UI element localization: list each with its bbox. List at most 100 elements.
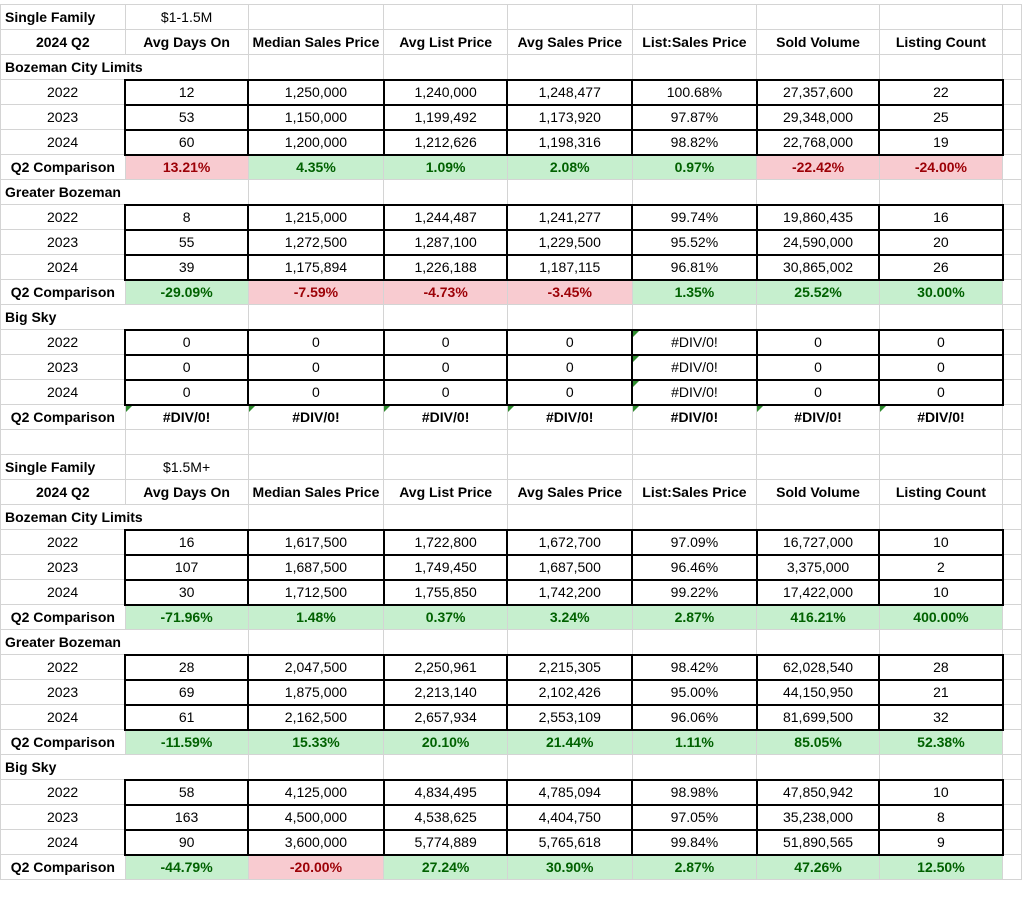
data-cell[interactable]: 0 — [124, 378, 250, 406]
empty-cell[interactable] — [756, 504, 880, 530]
empty-cell[interactable] — [506, 179, 633, 205]
comparison-cell[interactable]: 13.21% — [124, 154, 249, 180]
data-cell[interactable]: 2,213,140 — [382, 678, 509, 706]
column-header[interactable]: Avg List Price — [383, 29, 508, 55]
empty-cell[interactable] — [878, 754, 1004, 780]
comparison-label[interactable]: Q2 Comparison — [0, 854, 126, 880]
data-cell[interactable]: 16 — [124, 528, 250, 556]
empty-cell[interactable] — [383, 429, 508, 455]
data-cell[interactable]: 1,755,850 — [382, 578, 509, 606]
empty-cell[interactable] — [1002, 279, 1022, 305]
comparison-cell[interactable]: -29.09% — [124, 279, 249, 305]
comparison-cell[interactable]: 2.08% — [506, 154, 633, 180]
empty-cell[interactable] — [878, 454, 1004, 480]
empty-cell[interactable] — [1002, 829, 1022, 855]
data-cell[interactable]: 2,250,961 — [382, 653, 509, 681]
year-label[interactable]: 2023 — [0, 679, 126, 705]
empty-cell[interactable] — [1002, 229, 1022, 255]
data-cell[interactable]: 1,173,920 — [506, 103, 634, 131]
empty-cell[interactable] — [1002, 304, 1022, 330]
comparison-cell[interactable]: #DIV/0! — [631, 404, 758, 430]
comparison-cell[interactable]: 30.00% — [878, 279, 1004, 305]
empty-cell[interactable] — [631, 429, 758, 455]
column-header[interactable]: 2024 Q2 — [0, 479, 126, 505]
data-cell[interactable]: 90 — [124, 828, 250, 856]
column-header[interactable]: Avg Days On — [124, 479, 249, 505]
data-cell[interactable]: 22,768,000 — [755, 128, 881, 156]
data-cell[interactable]: 97.05% — [631, 803, 758, 831]
year-label[interactable]: 2022 — [0, 529, 126, 555]
column-header[interactable]: Listing Count — [878, 29, 1004, 55]
data-cell[interactable]: 0 — [878, 353, 1004, 381]
data-cell[interactable]: 4,404,750 — [506, 803, 634, 831]
data-cell[interactable]: 10 — [878, 528, 1004, 556]
data-cell[interactable]: 96.46% — [631, 553, 758, 581]
data-cell[interactable]: 0 — [878, 328, 1004, 356]
data-cell[interactable]: 97.87% — [631, 103, 758, 131]
data-cell[interactable]: 22 — [878, 78, 1004, 106]
empty-cell[interactable] — [1002, 379, 1022, 405]
comparison-cell[interactable]: 52.38% — [878, 729, 1004, 755]
empty-cell[interactable] — [756, 304, 880, 330]
empty-cell[interactable] — [878, 4, 1004, 30]
data-cell[interactable]: 1,250,000 — [247, 78, 385, 106]
data-cell[interactable]: 1,722,800 — [382, 528, 509, 556]
empty-cell[interactable] — [506, 504, 633, 530]
empty-cell[interactable] — [1002, 404, 1022, 430]
comparison-cell[interactable]: #DIV/0! — [756, 404, 880, 430]
empty-cell[interactable] — [383, 4, 508, 30]
comparison-cell[interactable]: #DIV/0! — [506, 404, 633, 430]
comparison-cell[interactable]: 30.90% — [506, 854, 633, 880]
data-cell[interactable]: 4,538,625 — [382, 803, 509, 831]
data-cell[interactable]: 1,199,492 — [382, 103, 509, 131]
empty-cell[interactable] — [631, 454, 758, 480]
empty-cell[interactable] — [756, 629, 880, 655]
empty-cell[interactable] — [1002, 504, 1022, 530]
data-cell[interactable]: 47,850,942 — [755, 778, 881, 806]
data-cell[interactable]: 9 — [878, 828, 1004, 856]
empty-cell[interactable] — [878, 304, 1004, 330]
empty-cell[interactable] — [756, 179, 880, 205]
empty-cell[interactable] — [756, 54, 880, 80]
comparison-cell[interactable]: #DIV/0! — [124, 404, 249, 430]
data-cell[interactable]: 1,212,626 — [382, 128, 509, 156]
empty-cell[interactable] — [631, 504, 758, 530]
comparison-cell[interactable]: -11.59% — [124, 729, 249, 755]
empty-cell[interactable] — [1002, 779, 1022, 805]
comparison-cell[interactable]: -20.00% — [247, 854, 385, 880]
data-cell[interactable]: 19,860,435 — [755, 203, 881, 231]
empty-cell[interactable] — [247, 304, 385, 330]
year-label[interactable]: 2023 — [0, 229, 126, 255]
comparison-cell[interactable]: 3.24% — [506, 604, 633, 630]
comparison-cell[interactable]: #DIV/0! — [247, 404, 385, 430]
empty-cell[interactable] — [247, 4, 385, 30]
data-cell[interactable]: 1,200,000 — [247, 128, 385, 156]
data-cell[interactable]: 60 — [124, 128, 250, 156]
empty-cell[interactable] — [756, 4, 880, 30]
comparison-cell[interactable]: -3.45% — [506, 279, 633, 305]
data-cell[interactable]: 25 — [878, 103, 1004, 131]
data-cell[interactable]: 4,785,094 — [506, 778, 634, 806]
data-cell[interactable]: 12 — [124, 78, 250, 106]
empty-cell[interactable] — [247, 179, 385, 205]
data-cell[interactable]: 21 — [878, 678, 1004, 706]
data-cell[interactable]: 3,600,000 — [247, 828, 385, 856]
comparison-cell[interactable]: 15.33% — [247, 729, 385, 755]
empty-cell[interactable] — [1002, 154, 1022, 180]
empty-cell[interactable] — [1002, 604, 1022, 630]
section-title[interactable]: Single Family — [0, 454, 126, 480]
empty-cell[interactable] — [506, 54, 633, 80]
data-cell[interactable]: 1,287,100 — [382, 228, 509, 256]
group-title[interactable]: Big Sky — [0, 754, 249, 780]
comparison-cell[interactable]: 85.05% — [756, 729, 880, 755]
empty-cell[interactable] — [1002, 454, 1022, 480]
data-cell[interactable]: 1,672,700 — [506, 528, 634, 556]
comparison-cell[interactable]: 400.00% — [878, 604, 1004, 630]
empty-cell[interactable] — [878, 629, 1004, 655]
data-cell[interactable]: 62,028,540 — [755, 653, 881, 681]
data-cell[interactable]: 1,687,500 — [506, 553, 634, 581]
data-cell[interactable]: 5,774,889 — [382, 828, 509, 856]
empty-cell[interactable] — [506, 629, 633, 655]
data-cell[interactable]: 55 — [124, 228, 250, 256]
empty-cell[interactable] — [383, 504, 508, 530]
